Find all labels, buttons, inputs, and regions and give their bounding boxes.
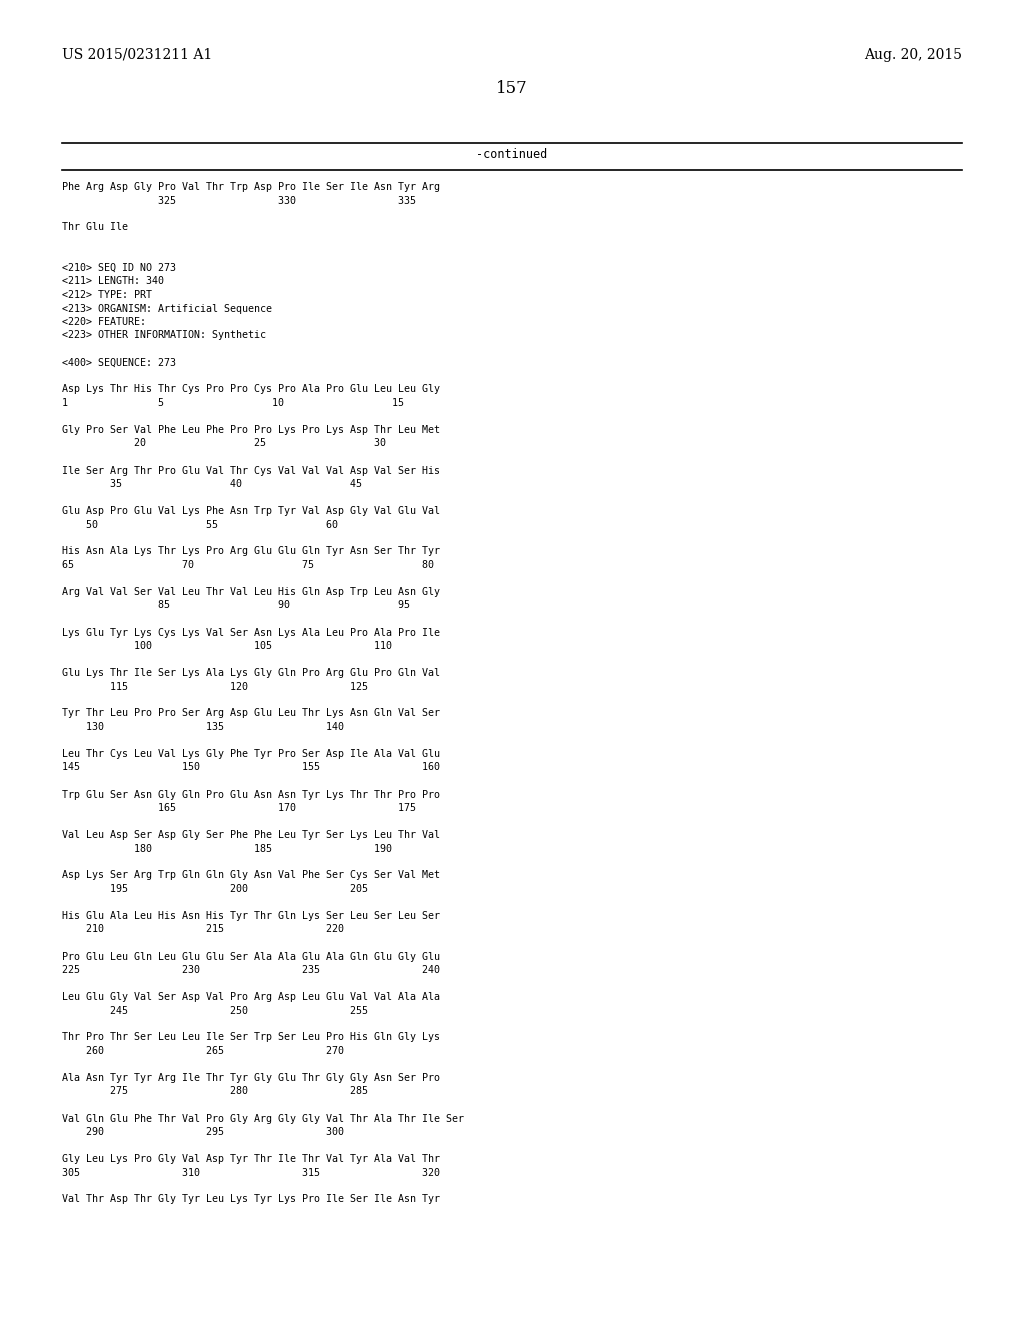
Text: Thr Pro Thr Ser Leu Leu Ile Ser Trp Ser Leu Pro His Gln Gly Lys: Thr Pro Thr Ser Leu Leu Ile Ser Trp Ser … [62, 1032, 440, 1043]
Text: His Glu Ala Leu His Asn His Tyr Thr Gln Lys Ser Leu Ser Leu Ser: His Glu Ala Leu His Asn His Tyr Thr Gln … [62, 911, 440, 921]
Text: <211> LENGTH: 340: <211> LENGTH: 340 [62, 276, 164, 286]
Text: 85                  90                  95: 85 90 95 [62, 601, 410, 610]
Text: 157: 157 [496, 81, 528, 96]
Text: 225                 230                 235                 240: 225 230 235 240 [62, 965, 440, 975]
Text: <220> FEATURE:: <220> FEATURE: [62, 317, 146, 327]
Text: Trp Glu Ser Asn Gly Gln Pro Glu Asn Asn Tyr Lys Thr Thr Pro Pro: Trp Glu Ser Asn Gly Gln Pro Glu Asn Asn … [62, 789, 440, 800]
Text: <212> TYPE: PRT: <212> TYPE: PRT [62, 290, 152, 300]
Text: Glu Lys Thr Ile Ser Lys Ala Lys Gly Gln Pro Arg Glu Pro Gln Val: Glu Lys Thr Ile Ser Lys Ala Lys Gly Gln … [62, 668, 440, 678]
Text: Asp Lys Ser Arg Trp Gln Gln Gly Asn Val Phe Ser Cys Ser Val Met: Asp Lys Ser Arg Trp Gln Gln Gly Asn Val … [62, 870, 440, 880]
Text: Ala Asn Tyr Tyr Arg Ile Thr Tyr Gly Glu Thr Gly Gly Asn Ser Pro: Ala Asn Tyr Tyr Arg Ile Thr Tyr Gly Glu … [62, 1073, 440, 1082]
Text: 35                  40                  45: 35 40 45 [62, 479, 362, 488]
Text: 1               5                  10                  15: 1 5 10 15 [62, 399, 404, 408]
Text: His Asn Ala Lys Thr Lys Pro Arg Glu Glu Gln Tyr Asn Ser Thr Tyr: His Asn Ala Lys Thr Lys Pro Arg Glu Glu … [62, 546, 440, 557]
Text: 305                 310                 315                 320: 305 310 315 320 [62, 1167, 440, 1177]
Text: 130                 135                 140: 130 135 140 [62, 722, 344, 733]
Text: 100                 105                 110: 100 105 110 [62, 642, 392, 651]
Text: 260                 265                 270: 260 265 270 [62, 1045, 344, 1056]
Text: Aug. 20, 2015: Aug. 20, 2015 [864, 48, 962, 62]
Text: 20                  25                  30: 20 25 30 [62, 438, 386, 449]
Text: Val Leu Asp Ser Asp Gly Ser Phe Phe Leu Tyr Ser Lys Leu Thr Val: Val Leu Asp Ser Asp Gly Ser Phe Phe Leu … [62, 830, 440, 840]
Text: US 2015/0231211 A1: US 2015/0231211 A1 [62, 48, 212, 62]
Text: -continued: -continued [476, 148, 548, 161]
Text: 65                  70                  75                  80: 65 70 75 80 [62, 560, 434, 570]
Text: <213> ORGANISM: Artificial Sequence: <213> ORGANISM: Artificial Sequence [62, 304, 272, 314]
Text: 180                 185                 190: 180 185 190 [62, 843, 392, 854]
Text: 275                 280                 285: 275 280 285 [62, 1086, 368, 1097]
Text: <223> OTHER INFORMATION: Synthetic: <223> OTHER INFORMATION: Synthetic [62, 330, 266, 341]
Text: <400> SEQUENCE: 273: <400> SEQUENCE: 273 [62, 358, 176, 367]
Text: Arg Val Val Ser Val Leu Thr Val Leu His Gln Asp Trp Leu Asn Gly: Arg Val Val Ser Val Leu Thr Val Leu His … [62, 587, 440, 597]
Text: 210                 215                 220: 210 215 220 [62, 924, 344, 935]
Text: Thr Glu Ile: Thr Glu Ile [62, 223, 128, 232]
Text: 145                 150                 155                 160: 145 150 155 160 [62, 763, 440, 772]
Text: Val Gln Glu Phe Thr Val Pro Gly Arg Gly Gly Val Thr Ala Thr Ile Ser: Val Gln Glu Phe Thr Val Pro Gly Arg Gly … [62, 1114, 464, 1123]
Text: Pro Glu Leu Gln Leu Glu Glu Ser Ala Ala Glu Ala Gln Glu Gly Glu: Pro Glu Leu Gln Leu Glu Glu Ser Ala Ala … [62, 952, 440, 961]
Text: Asp Lys Thr His Thr Cys Pro Pro Cys Pro Ala Pro Glu Leu Leu Gly: Asp Lys Thr His Thr Cys Pro Pro Cys Pro … [62, 384, 440, 395]
Text: Glu Asp Pro Glu Val Lys Phe Asn Trp Tyr Val Asp Gly Val Glu Val: Glu Asp Pro Glu Val Lys Phe Asn Trp Tyr … [62, 506, 440, 516]
Text: Leu Glu Gly Val Ser Asp Val Pro Arg Asp Leu Glu Val Val Ala Ala: Leu Glu Gly Val Ser Asp Val Pro Arg Asp … [62, 993, 440, 1002]
Text: Gly Pro Ser Val Phe Leu Phe Pro Pro Lys Pro Lys Asp Thr Leu Met: Gly Pro Ser Val Phe Leu Phe Pro Pro Lys … [62, 425, 440, 436]
Text: Phe Arg Asp Gly Pro Val Thr Trp Asp Pro Ile Ser Ile Asn Tyr Arg: Phe Arg Asp Gly Pro Val Thr Trp Asp Pro … [62, 182, 440, 191]
Text: Lys Glu Tyr Lys Cys Lys Val Ser Asn Lys Ala Leu Pro Ala Pro Ile: Lys Glu Tyr Lys Cys Lys Val Ser Asn Lys … [62, 627, 440, 638]
Text: Gly Leu Lys Pro Gly Val Asp Tyr Thr Ile Thr Val Tyr Ala Val Thr: Gly Leu Lys Pro Gly Val Asp Tyr Thr Ile … [62, 1154, 440, 1164]
Text: 245                 250                 255: 245 250 255 [62, 1006, 368, 1015]
Text: Val Thr Asp Thr Gly Tyr Leu Lys Tyr Lys Pro Ile Ser Ile Asn Tyr: Val Thr Asp Thr Gly Tyr Leu Lys Tyr Lys … [62, 1195, 440, 1204]
Text: 290                 295                 300: 290 295 300 [62, 1127, 344, 1137]
Text: Ile Ser Arg Thr Pro Glu Val Thr Cys Val Val Val Asp Val Ser His: Ile Ser Arg Thr Pro Glu Val Thr Cys Val … [62, 466, 440, 475]
Text: 325                 330                 335: 325 330 335 [62, 195, 416, 206]
Text: Leu Thr Cys Leu Val Lys Gly Phe Tyr Pro Ser Asp Ile Ala Val Glu: Leu Thr Cys Leu Val Lys Gly Phe Tyr Pro … [62, 748, 440, 759]
Text: 115                 120                 125: 115 120 125 [62, 681, 368, 692]
Text: 165                 170                 175: 165 170 175 [62, 803, 416, 813]
Text: 195                 200                 205: 195 200 205 [62, 884, 368, 894]
Text: 50                  55                  60: 50 55 60 [62, 520, 338, 529]
Text: Tyr Thr Leu Pro Pro Ser Arg Asp Glu Leu Thr Lys Asn Gln Val Ser: Tyr Thr Leu Pro Pro Ser Arg Asp Glu Leu … [62, 709, 440, 718]
Text: <210> SEQ ID NO 273: <210> SEQ ID NO 273 [62, 263, 176, 273]
